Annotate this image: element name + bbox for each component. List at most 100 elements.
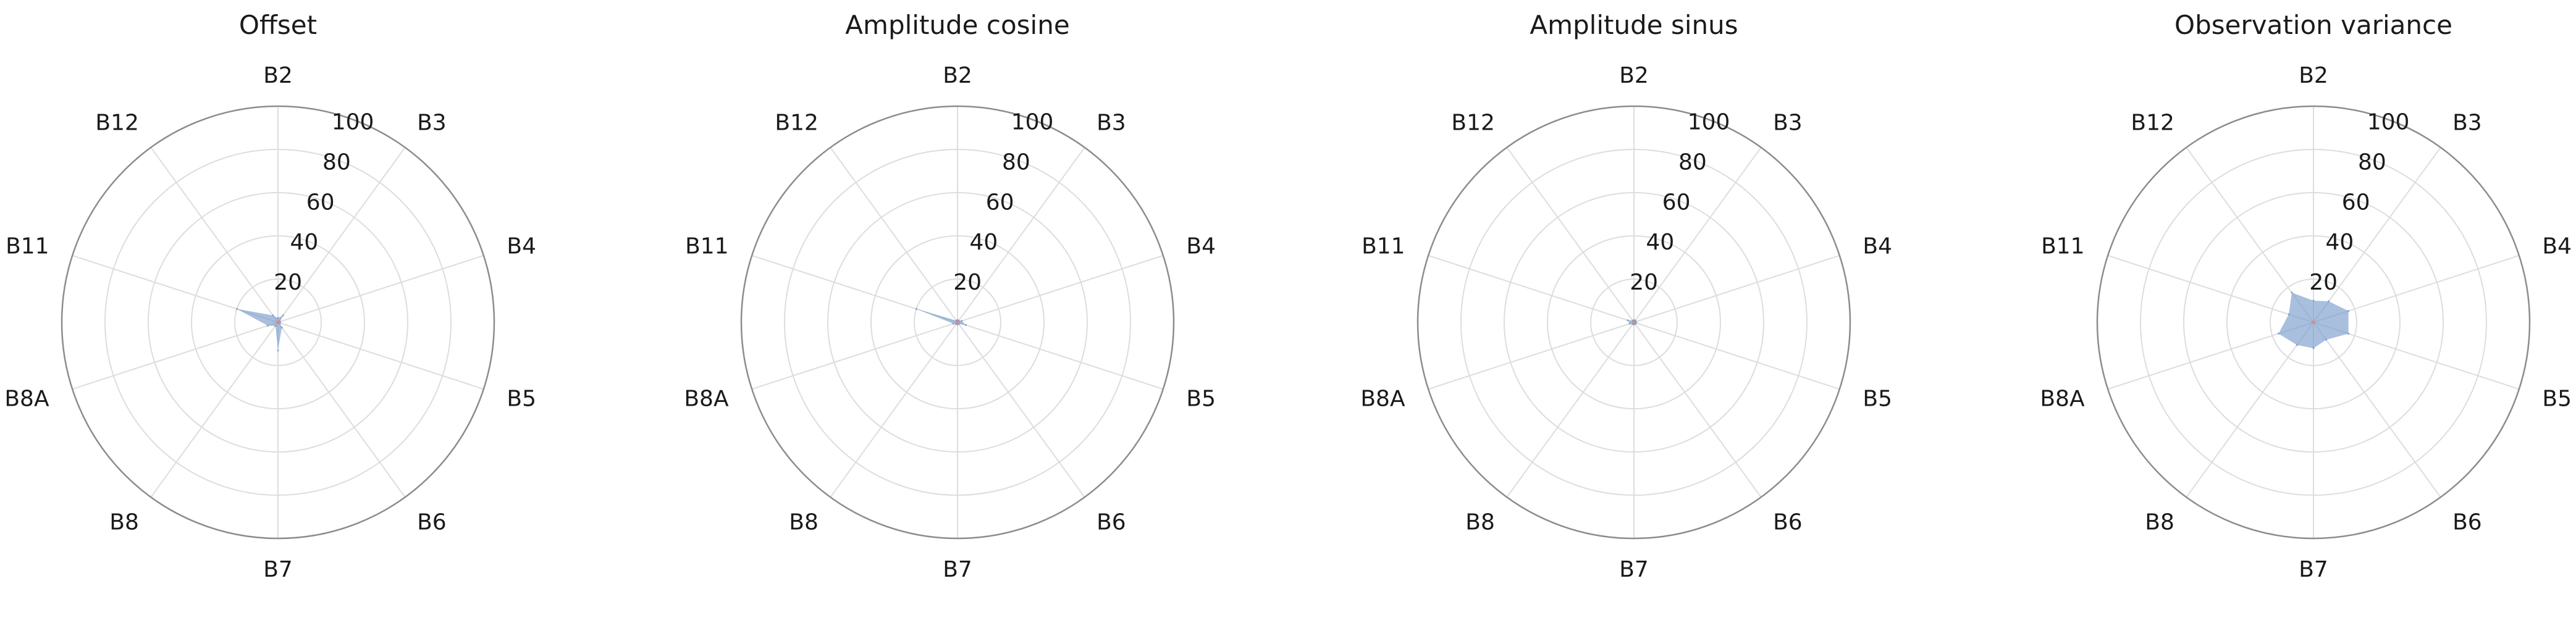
spoke-line [1506, 147, 1635, 323]
spoke-line [2107, 254, 2314, 323]
category-label-B3: B3 [1773, 110, 1803, 135]
data-point-B6 [280, 327, 283, 328]
category-label-B12: B12 [95, 110, 139, 135]
spoke-line [1633, 254, 1840, 323]
r-tick-label: 40 [969, 230, 998, 255]
category-label-B11: B11 [1362, 233, 1405, 259]
category-label-B7: B7 [2299, 557, 2328, 582]
spoke-line [1633, 322, 1762, 498]
category-label-B8A: B8A [684, 387, 729, 412]
r-tick-label: 100 [1688, 110, 1730, 135]
outer-frame [1416, 105, 1851, 540]
data-point-B3 [2328, 300, 2330, 303]
data-area [237, 309, 284, 351]
radar-chart-3: Amplitude sinus 20 40 60 80 100 B2 B3 B4 B5 B6 B7 B8… [1360, 10, 1892, 582]
category-label-B8: B8 [2145, 510, 2174, 535]
r-tick-label: 80 [322, 149, 351, 175]
category-label-B7: B7 [943, 557, 972, 582]
radar-chart-4: Observation variance 20 40 60 80 100 B2 B3 B4 B5 B… [2040, 10, 2572, 582]
spoke-line [1633, 322, 1840, 390]
data-point-B2 [277, 317, 279, 319]
data-point-B11 [1627, 319, 1629, 322]
category-label-B5: B5 [507, 387, 536, 412]
category-label-B6: B6 [2452, 510, 2482, 535]
data-point-B11 [235, 307, 238, 310]
spoke-line [957, 322, 1085, 498]
category-label-B8: B8 [789, 510, 819, 535]
r-tick-label: 20 [1630, 270, 1658, 295]
data-point-B4 [2347, 310, 2350, 312]
spoke-line [957, 254, 1164, 323]
chart-title: Offset [239, 10, 317, 40]
category-label-B7: B7 [1619, 557, 1649, 582]
r-tick-label: 100 [2367, 110, 2410, 135]
data-point-B11 [915, 307, 917, 310]
category-label-B2: B2 [263, 63, 293, 88]
r-tick-label: 20 [953, 270, 982, 295]
data-point-B11 [2288, 313, 2290, 316]
category-label-B8A: B8A [4, 387, 49, 412]
category-label-B2: B2 [1619, 63, 1649, 88]
spoke-line [150, 147, 279, 323]
r-tick-label: 60 [1662, 190, 1691, 215]
radar-chart-1: Offset 20 40 60 80 100 B2 B3 B4 B5 B6 B7 B8 B8A B11 B12 [4, 10, 536, 582]
category-label-B4: B4 [1863, 233, 1892, 259]
spoke-line [2313, 147, 2441, 323]
category-label-B4: B4 [507, 233, 536, 259]
r-tick-label: 80 [1678, 149, 1707, 175]
center-dot [2312, 320, 2315, 324]
r-tick-label: 40 [290, 230, 318, 255]
r-tick-label: 80 [1002, 149, 1030, 175]
spoke-line [1506, 322, 1635, 498]
data-point-B8A [266, 324, 269, 327]
category-label-B4: B4 [1186, 233, 1216, 259]
data-point-B12 [2291, 291, 2293, 294]
data-area [916, 309, 966, 325]
outer-frame [740, 105, 1175, 540]
spoke-line [1428, 322, 1635, 390]
outer-frame [61, 105, 495, 540]
category-label-B5: B5 [1863, 387, 1892, 412]
spoke-line [277, 322, 484, 390]
category-label-B6: B6 [1096, 510, 1126, 535]
data-point-B5 [964, 324, 967, 326]
category-label-B3: B3 [2452, 110, 2482, 135]
outer-frame [2096, 105, 2531, 540]
category-label-B8: B8 [1465, 510, 1495, 535]
chart-title: Observation variance [2174, 10, 2452, 40]
data-point-B7 [2312, 347, 2315, 349]
category-label-B6: B6 [417, 510, 447, 535]
spoke-line [751, 322, 958, 390]
center-dot [276, 320, 280, 324]
spoke-line [72, 322, 279, 390]
r-tick-label: 100 [1011, 110, 1054, 135]
category-label-B12: B12 [2131, 110, 2174, 135]
spoke-line [277, 147, 406, 323]
category-label-B8A: B8A [1360, 387, 1405, 412]
category-label-B11: B11 [685, 233, 729, 259]
spoke-line [277, 254, 484, 323]
category-label-B7: B7 [263, 557, 293, 582]
radar-chart-2: Amplitude cosine 20 40 60 80 100 B2 B3 B4 B5 B6 B7 B… [684, 10, 1216, 582]
data-point-B3 [282, 314, 284, 317]
category-label-B3: B3 [417, 110, 447, 135]
category-label-B11: B11 [2041, 233, 2085, 259]
category-label-B11: B11 [6, 233, 49, 259]
category-label-B6: B6 [1773, 510, 1803, 535]
chart-title: Amplitude sinus [1530, 10, 1738, 40]
spoke-line [957, 147, 1085, 323]
center-dot [1632, 320, 1636, 324]
data-point-B6 [2325, 338, 2328, 341]
r-tick-label: 20 [274, 270, 302, 295]
spoke-line [2313, 322, 2441, 498]
data-point-B2 [2312, 299, 2315, 302]
spoke-line [2186, 322, 2314, 498]
data-area [2278, 292, 2349, 348]
chart-title: Amplitude cosine [845, 10, 1069, 40]
spoke-line [277, 322, 406, 498]
r-tick-label: 60 [306, 190, 335, 215]
spoke-line [957, 322, 1164, 390]
data-point-B8A [952, 322, 954, 325]
data-point-B7 [277, 349, 279, 351]
